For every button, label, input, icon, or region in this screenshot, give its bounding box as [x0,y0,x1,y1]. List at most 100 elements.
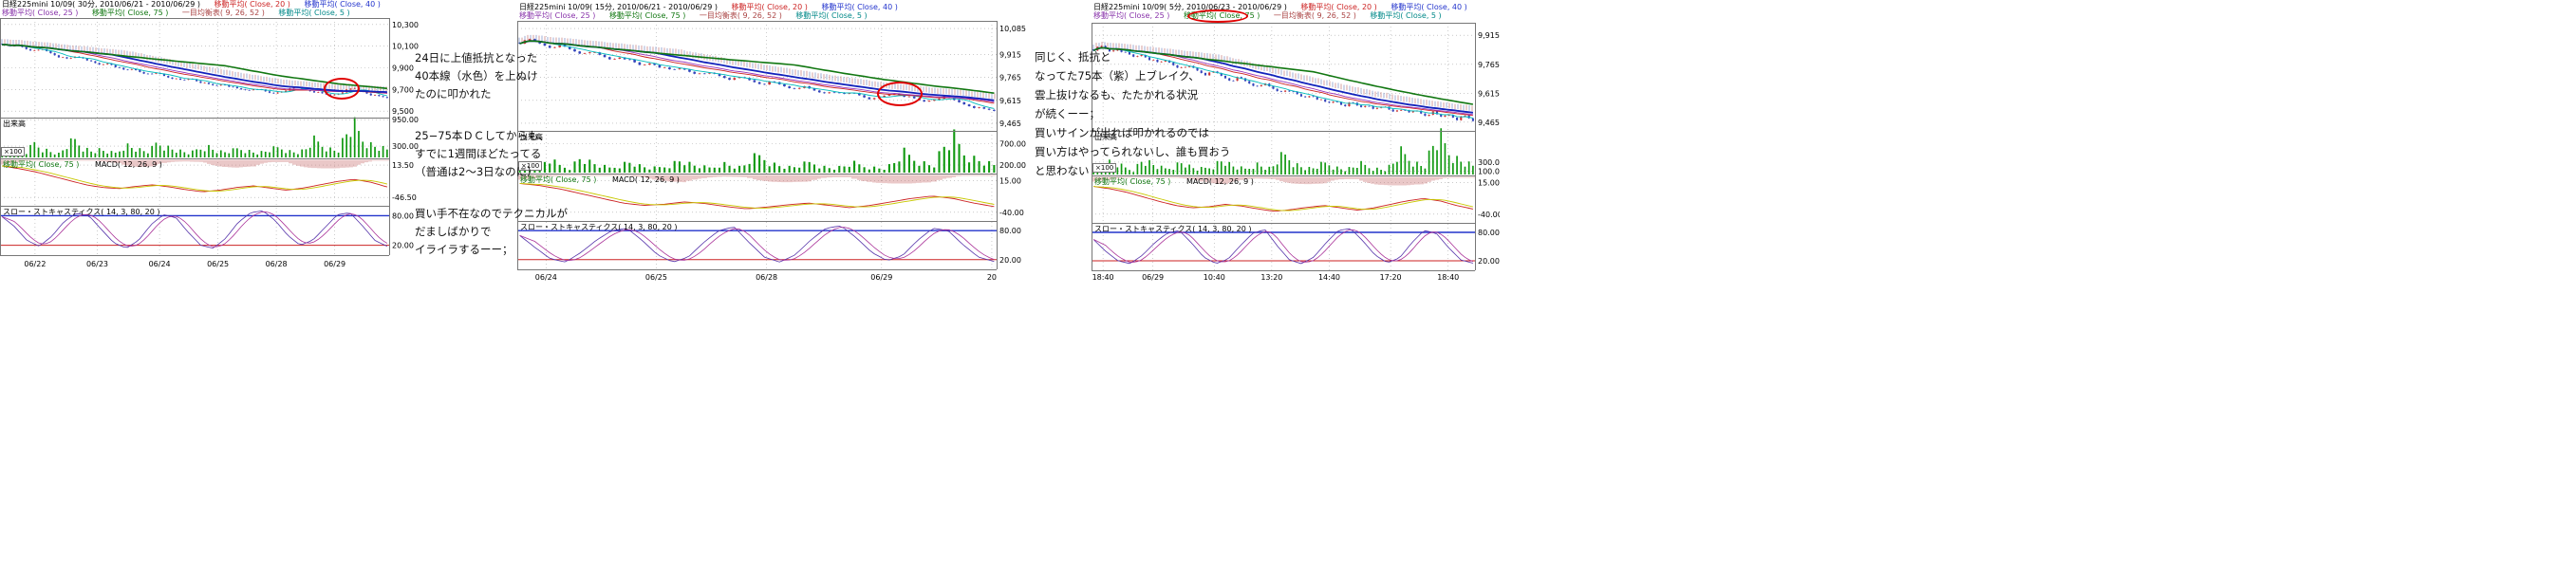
legend-ma5: 移動平均( Close, 5 ) [1370,11,1442,20]
annotation-line: 買い手不在なのでテクニカルが [415,207,568,220]
annotation-line: たのに叩かれた [415,87,492,101]
macd-label: MACD( 12, 26, 9 ) [1185,177,1254,186]
chart-legend-row: 移動平均( Close, 25 ) 移動平均( Close, 75 ) 一目均衡… [519,11,879,20]
macd-ma-label: 移動平均( Close, 75 ) [3,160,80,169]
chart-title: 日経225mini 10/09( 30分, 2010/06/21 - 2010/… [2,0,200,9]
volume-unit-label: ×100 [518,161,543,171]
legend-ma20: 移動平均( Close, 20 ) [214,0,290,9]
svg-text:9,915: 9,915 [999,50,1021,59]
chart-panel-5min: 日経225mini 10/09( 5分, 2010/06/23 - 2010/0… [1092,3,1500,285]
highlight-circle-price-30min [324,78,360,100]
annotation-line: （普通は2〜3日なのに） [415,165,538,178]
svg-text:13:20: 13:20 [1260,273,1282,282]
svg-text:9,915: 9,915 [1478,31,1500,40]
svg-text:10,100: 10,100 [392,43,419,51]
chart-panel-30min: 日経225mini 10/09( 30分, 2010/06/21 - 2010/… [0,0,422,283]
chart-panel-15min: 日経225mini 10/09( 15分, 2010/06/21 - 2010/… [517,3,1030,285]
svg-text:-46.50: -46.50 [392,193,417,202]
svg-text:20.00: 20.00 [1478,257,1500,266]
svg-text:13.50: 13.50 [392,161,414,170]
svg-text:20: 20 [987,273,997,282]
macd-ma-label: 移動平均( Close, 75 ) [1094,177,1171,186]
legend-ichimoku: 一目均衡表( 9, 26, 52 ) [181,9,265,17]
macd-ma-label: 移動平均( Close, 75 ) [520,175,597,184]
macd-pane-label: 移動平均( Close, 75 ) MACD( 12, 26, 9 ) [520,175,693,184]
svg-text:17:20: 17:20 [1380,273,1402,282]
annotation-line: 24日に上値抵抗となった [415,51,538,64]
svg-text:9,465: 9,465 [999,119,1021,128]
svg-text:9,615: 9,615 [1478,89,1500,98]
legend-ichimoku: 一目均衡表( 9, 26, 52 ) [1273,11,1356,20]
stoch-pane-label: スロー・ストキャスティクス( 14, 3, 80, 20 ) [3,208,160,216]
macd-label: MACD( 12, 26, 9 ) [611,175,680,184]
svg-text:20.00: 20.00 [392,242,414,250]
svg-text:9,900: 9,900 [392,64,414,73]
svg-text:10,300: 10,300 [392,21,419,29]
legend-ichimoku: 一目均衡表( 9, 26, 52 ) [699,11,782,20]
legend-ma25: 移動平均( Close, 25 ) [1093,11,1170,20]
svg-text:06/25: 06/25 [645,273,667,282]
annotation-line: が続くーー； [1035,107,1100,120]
legend-ma40: 移動平均( Close, 40 ) [1391,3,1467,11]
macd-label: MACD( 12, 26, 9 ) [94,160,162,169]
svg-text:06/25: 06/25 [207,260,229,268]
macd-pane-label: 移動平均( Close, 75 ) MACD( 12, 26, 9 ) [3,160,176,169]
svg-text:06/24: 06/24 [149,260,171,268]
price-chart-canvas[interactable]: 9,915 9,765 9,615 9,465 18:40 06/29 10:40 13:20… [1092,3,1500,285]
svg-text:300.00: 300.00 [392,142,419,151]
svg-text:100.00: 100.00 [1478,167,1500,175]
svg-text:06/29: 06/29 [1142,273,1164,282]
svg-text:18:40: 18:40 [1437,273,1459,282]
svg-text:9,765: 9,765 [999,74,1021,83]
annotation-line: なってた75本（紫）上ブレイク、 [1035,69,1200,83]
svg-text:-40.00: -40.00 [1478,211,1500,219]
chart-title: 日経225mini 10/09( 5分, 2010/06/23 - 2010/0… [1093,3,1287,11]
price-chart-canvas[interactable]: 10,300 10,100 9,900 9,700 9,500 06/22 06/23 06/… [0,0,422,283]
legend-ma5: 移動平均( Close, 5 ) [278,9,350,17]
legend-ma75: 移動平均( Close, 75 ) [608,11,686,20]
annotation-line: 40本線（水色）を上ぬけ [415,69,538,83]
legend-ma40: 移動平均( Close, 40 ) [304,0,381,9]
svg-text:20.00: 20.00 [999,256,1021,265]
volume-pane-label: 出来高 [3,119,26,128]
chart-title-row: 日経225mini 10/09( 15分, 2010/06/21 - 2010/… [519,3,909,11]
stoch-pane-label: スロー・ストキャスティクス( 14, 3, 80, 20 ) [520,223,678,231]
legend-ma25: 移動平均( Close, 25 ) [519,11,596,20]
svg-text:9,500: 9,500 [392,107,414,116]
legend-ma25: 移動平均( Close, 25 ) [2,9,79,17]
svg-text:-40.00: -40.00 [999,209,1024,217]
legend-ma5: 移動平均( Close, 5 ) [795,11,868,20]
svg-text:06/23: 06/23 [86,260,108,268]
annotation-line: 雲上抜けなるも、たたかれる状況 [1035,88,1199,101]
annotation-line: イライラするーー； [415,243,513,256]
volume-pane-label: 出来高 [520,133,543,141]
legend-ma40: 移動平均( Close, 40 ) [821,3,898,11]
highlight-circle-legend-75ma [1187,9,1248,23]
svg-text:06/24: 06/24 [535,273,557,282]
svg-text:9,765: 9,765 [1478,61,1500,69]
svg-text:06/29: 06/29 [870,273,892,282]
annotation-line: と思わない [1035,164,1090,177]
svg-text:15.00: 15.00 [1478,178,1500,187]
chart-legend-row: 移動平均( Close, 25 ) 移動平均( Close, 75 ) 一目均衡… [1093,11,1453,20]
annotation-line: 25−75本ＤＣしてからも、 [415,129,550,142]
annotation-line: 買い方はやってられないし、誰も買おう [1035,145,1231,158]
legend-ma20: 移動平均( Close, 20 ) [1300,3,1377,11]
svg-text:15.00: 15.00 [999,176,1021,185]
volume-unit-label: ×100 [1092,163,1117,173]
legend-ma20: 移動平均( Close, 20 ) [731,3,808,11]
svg-text:950.00: 950.00 [392,116,419,124]
price-chart-canvas[interactable]: 10,085 9,915 9,765 9,615 9,465 06/24 06/25 06/2… [517,3,1030,285]
svg-text:300.00: 300.00 [1478,158,1500,167]
svg-text:9,465: 9,465 [1478,119,1500,127]
svg-text:700.00: 700.00 [999,140,1026,149]
chart-title-row: 日経225mini 10/09( 5分, 2010/06/23 - 2010/0… [1093,3,1479,11]
annotation-line: 買いサインが出れば叩かれるのでは [1035,126,1209,139]
macd-pane-label: 移動平均( Close, 75 ) MACD( 12, 26, 9 ) [1094,177,1267,186]
annotation-line: 同じく、抵抗と [1035,50,1111,64]
svg-text:80.00: 80.00 [1478,229,1500,237]
svg-text:10,085: 10,085 [999,25,1026,33]
svg-text:06/28: 06/28 [266,260,288,268]
chart-legend-row: 移動平均( Close, 25 ) 移動平均( Close, 75 ) 一目均衡… [2,9,362,17]
svg-text:06/22: 06/22 [24,260,46,268]
